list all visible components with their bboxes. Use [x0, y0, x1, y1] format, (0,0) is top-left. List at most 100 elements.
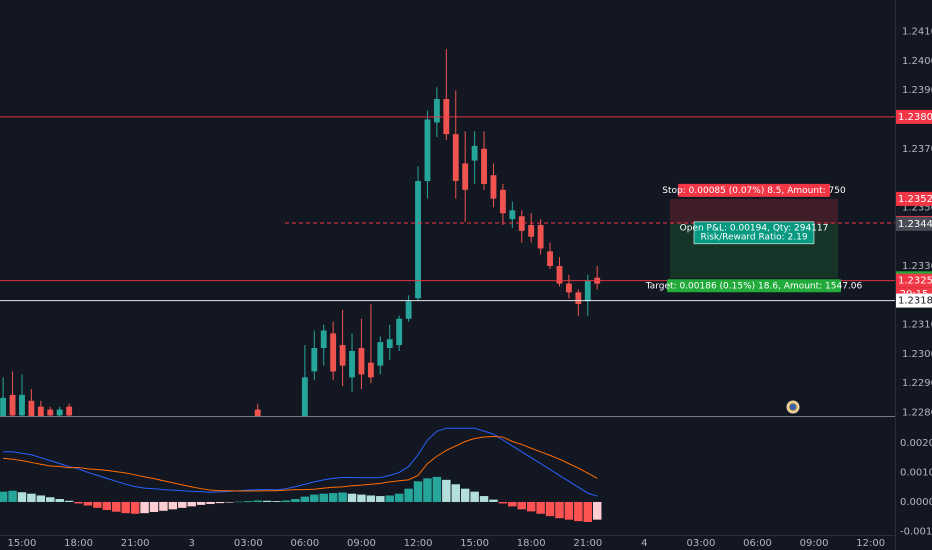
price-marker [896, 216, 932, 231]
histogram-bar [187, 501, 196, 507]
x-tick-label: 15:00 [460, 538, 489, 549]
candle-body [499, 189, 506, 214]
ratio-label: Risk/Reward Ratio: 2.19 [700, 232, 807, 242]
histogram-bar [545, 501, 555, 517]
histogram-bar [253, 500, 262, 502]
target-label: Target: 0.00186 (0.15%) 18.6, Amount: 15… [645, 281, 863, 291]
y-tick-label: 1.24000 [902, 56, 932, 67]
x-tick-label: 12:00 [856, 538, 885, 549]
candle-body [462, 163, 469, 190]
price-marker-label: 1.23182 [898, 296, 932, 307]
price-marker [896, 293, 932, 308]
price-marker-label: 1.23444 [898, 219, 932, 230]
histogram-bar [310, 494, 319, 502]
y-tick-label: 1.23700 [902, 144, 932, 155]
candle-body [490, 175, 497, 199]
candle-body [424, 119, 431, 182]
candle-body [471, 145, 478, 161]
histogram-bar [244, 501, 253, 502]
y-tick-label: 1.22800 [902, 407, 932, 418]
histogram-bar [564, 501, 574, 520]
price-marker [896, 273, 932, 288]
candle-body [396, 318, 403, 346]
histogram-bar [536, 501, 545, 514]
candle-body [330, 333, 337, 372]
histogram-bar [8, 490, 17, 502]
histogram-bar [291, 499, 300, 502]
histogram-bar [394, 493, 404, 502]
y-tick-label: 1.23900 [902, 85, 932, 96]
histogram-bar [526, 501, 536, 512]
x-tick-label: 06:00 [290, 538, 319, 549]
histogram-bar [489, 499, 498, 502]
replay-icon[interactable] [786, 400, 800, 414]
candle-body [19, 394, 25, 416]
signal-line [3, 435, 598, 492]
x-tick-label: 18:00 [64, 538, 93, 549]
histogram-bar [508, 501, 517, 507]
candle-body [47, 409, 54, 416]
histogram-bar [460, 488, 470, 502]
histogram-bar [130, 501, 140, 514]
candle-body [547, 251, 553, 267]
candle-body [367, 362, 374, 378]
candle-body [518, 216, 525, 231]
candle-body [37, 406, 44, 416]
price-marker [896, 191, 932, 206]
x-tick-label: 18:00 [517, 538, 546, 549]
price-marker-label: 1.23250 [898, 276, 932, 287]
candle-body [565, 283, 572, 293]
price-marker-label: 1.23529 [898, 194, 932, 205]
histogram-bar [64, 500, 74, 502]
candle-body [254, 409, 261, 416]
y-tick-label: 1.23500 [902, 202, 932, 213]
histogram-bar [338, 492, 347, 502]
histogram-bar [300, 496, 310, 502]
histogram-bar [140, 501, 149, 514]
histogram-bar [376, 496, 385, 502]
histogram-bar [17, 492, 27, 502]
histogram-bar [74, 501, 83, 504]
candle-body [575, 292, 582, 305]
candle-body [377, 342, 384, 366]
histogram-bar [112, 501, 121, 512]
histogram-bar [423, 478, 432, 502]
histogram-bar [272, 501, 281, 502]
candle-body [584, 280, 591, 302]
histogram-bar [555, 501, 564, 519]
x-tick-label: 15:00 [8, 538, 37, 549]
x-tick-label: 09:00 [347, 538, 376, 549]
histogram-bar [168, 501, 178, 510]
histogram-bar [281, 500, 291, 502]
histogram-bar [328, 493, 338, 502]
x-tick-label: 21:00 [573, 538, 602, 549]
candle-body [528, 224, 535, 237]
macd-tick-label: 0.00000 [900, 497, 932, 508]
histogram-bar [93, 501, 102, 508]
target-label-box [667, 279, 841, 293]
candle-body [481, 148, 487, 184]
histogram-bar [215, 501, 225, 504]
price-pane: Stop: 0.00085 (0.07%) 8.5, Amount: 750 Op… [0, 49, 895, 416]
histogram-bar [83, 501, 93, 506]
histogram-bar [27, 493, 36, 502]
candle-body [358, 348, 365, 375]
y-tick-label: 1.23100 [902, 320, 932, 331]
histogram-bar [159, 501, 168, 511]
y-tick-label: 1.23000 [902, 349, 932, 360]
histogram-bar [366, 495, 376, 502]
histogram-bar [319, 493, 328, 502]
histogram-bar [451, 484, 460, 502]
pnl-box [693, 221, 815, 245]
x-tick-label: 3 [189, 538, 195, 549]
candle-body [28, 400, 35, 416]
candle-body [301, 377, 308, 416]
histogram-bar [413, 481, 423, 502]
histogram-bar [121, 501, 130, 514]
macd-pane [0, 427, 602, 523]
histogram-bar [574, 501, 583, 522]
x-tick-label: 4 [641, 538, 647, 549]
